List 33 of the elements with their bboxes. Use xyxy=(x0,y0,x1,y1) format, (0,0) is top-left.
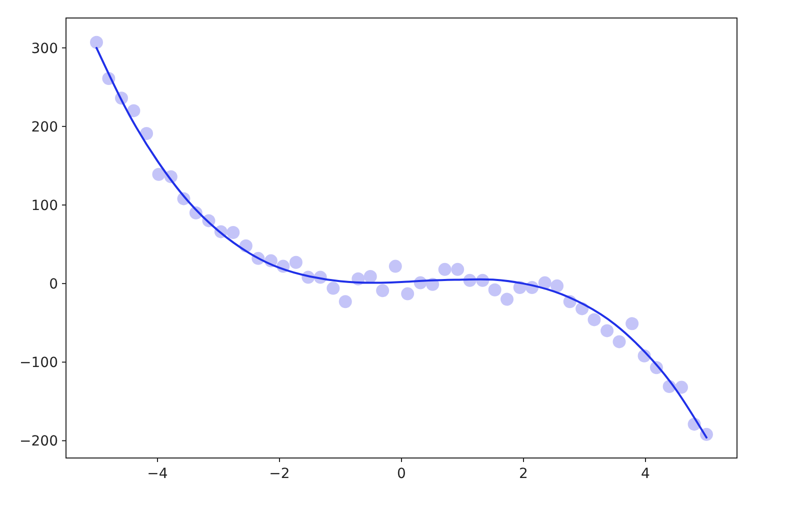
point xyxy=(90,36,103,49)
point xyxy=(438,262,452,276)
point xyxy=(674,380,688,394)
y-tick-label: −200 xyxy=(20,434,58,450)
point xyxy=(550,279,564,292)
x-tick-label: 2 xyxy=(519,466,528,482)
x-tick-label: 0 xyxy=(397,466,406,482)
x-tick-label: 4 xyxy=(641,466,650,482)
point xyxy=(600,324,614,338)
point xyxy=(226,226,240,239)
point xyxy=(388,260,402,273)
point xyxy=(588,313,601,326)
y-tick-label: 100 xyxy=(31,198,58,214)
point xyxy=(500,292,514,306)
y-tick-label: 0 xyxy=(49,276,58,293)
x-tick-label: −4 xyxy=(147,466,168,482)
point xyxy=(401,287,414,300)
point xyxy=(612,335,626,348)
point xyxy=(152,168,166,181)
point xyxy=(376,284,390,298)
point xyxy=(488,283,502,296)
point xyxy=(626,317,639,330)
point xyxy=(326,282,340,295)
point xyxy=(364,270,377,283)
y-tick-label: 300 xyxy=(31,40,58,57)
point xyxy=(451,262,464,276)
point xyxy=(127,104,140,118)
point xyxy=(289,256,302,269)
y-tick-label: −100 xyxy=(20,355,58,372)
y-tick-label: 200 xyxy=(31,119,58,136)
x-tick-label: −2 xyxy=(269,466,290,482)
point xyxy=(338,295,352,308)
point xyxy=(140,127,154,140)
